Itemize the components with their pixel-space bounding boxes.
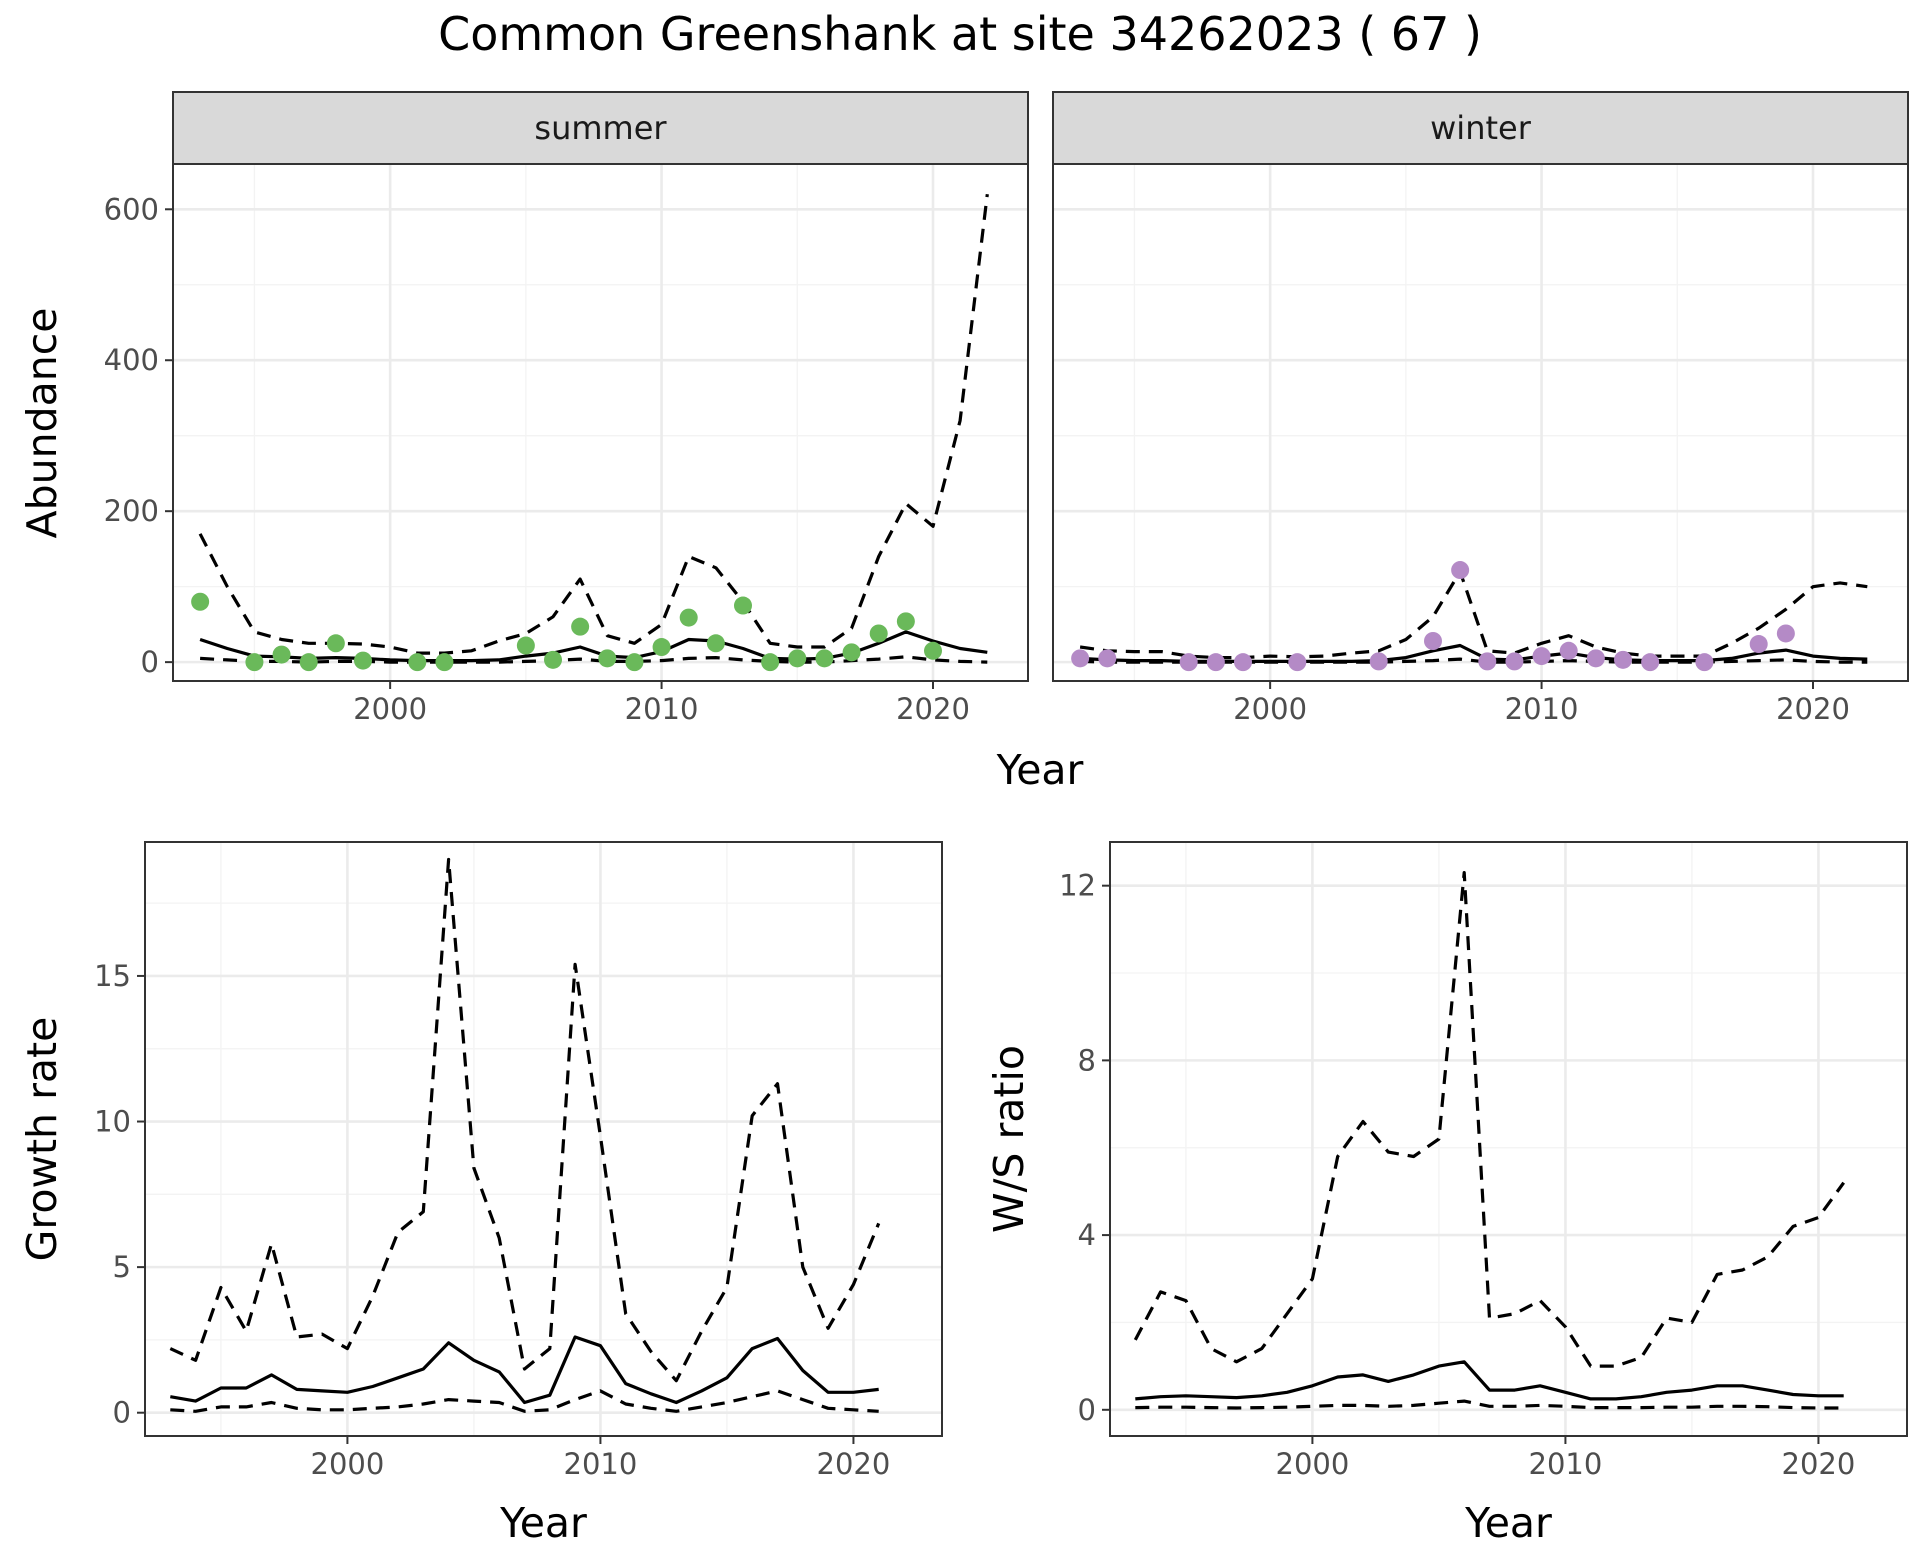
- x-tick-label: 2020: [896, 692, 970, 726]
- observed-point: [354, 651, 372, 670]
- mean-line: [170, 1335, 879, 1405]
- observed-point: [1206, 653, 1225, 672]
- abundance-x-axis-title: Year: [996, 746, 1084, 794]
- observed-point: [625, 653, 644, 672]
- facet-strip: [172, 91, 1029, 165]
- upper-ci-line: [169, 857, 881, 1383]
- observed-point: [1776, 624, 1795, 643]
- y-tick-label: 12: [1059, 869, 1096, 903]
- observed-point: [706, 634, 725, 653]
- panel-border: [144, 841, 943, 1437]
- y-tick-label: 0: [1078, 1393, 1096, 1427]
- lower-ci-line: [1080, 657, 1868, 664]
- growth-rate-panel: 2000 2010 2020 0 5 10 15: [94, 841, 943, 1481]
- series-group: [169, 857, 881, 1413]
- observed-point: [1071, 649, 1090, 668]
- observed-point: [272, 645, 291, 664]
- observed-point: [435, 653, 454, 672]
- observed-point: [408, 653, 427, 672]
- observed-point: [1288, 653, 1307, 672]
- lower-ci-line: [1135, 1399, 1844, 1410]
- observed-point: [1424, 631, 1442, 650]
- observed-point: [761, 653, 780, 672]
- x-tick-label: 2010: [1529, 1447, 1603, 1481]
- facet-strip: [1052, 91, 1909, 165]
- observed-point: [1179, 653, 1198, 672]
- observed-point: [1532, 647, 1551, 666]
- observed-point: [815, 649, 834, 668]
- y-tick-label: 15: [94, 959, 131, 993]
- observed-point: [516, 636, 535, 655]
- ws-ratio-x-axis-title: Year: [1464, 1499, 1552, 1547]
- observed-point: [842, 643, 861, 662]
- upper-ci-line: [1079, 569, 1868, 660]
- y-tick-label: 10: [94, 1105, 131, 1139]
- x-tick-label: 2020: [1782, 1447, 1856, 1481]
- y-tick-label: 600: [104, 192, 159, 226]
- observed-point: [326, 634, 345, 653]
- x-tick-label: 2010: [625, 692, 699, 726]
- lower-ci-line: [170, 1389, 879, 1413]
- x-tick-label: 2000: [1233, 692, 1307, 726]
- observed-point: [299, 653, 318, 672]
- ws-ratio-panel: 2000 2010 2020 0 4 8 12: [1059, 841, 1908, 1481]
- observed-point: [1614, 650, 1632, 669]
- observed-point: [191, 592, 210, 611]
- facet-strip-label: summer: [534, 109, 667, 147]
- abundance-y-axis-title: Abundance: [18, 308, 66, 539]
- observed-point: [924, 641, 942, 660]
- abundance-panel-winter: 2000 2010 2020 winter: [1052, 91, 1909, 726]
- abundance-panel-summer: 2000 2010 2020 0 200 400 600 summer: [104, 91, 1029, 726]
- observed-point: [734, 596, 752, 615]
- observed-point: [1505, 652, 1524, 671]
- x-tick-label: 2000: [311, 1447, 385, 1481]
- observed-point: [245, 653, 264, 672]
- growth-rate-y-axis-title: Growth rate: [18, 1017, 66, 1262]
- observed-point: [1749, 635, 1768, 654]
- growth-rate-x-axis-title: Year: [499, 1499, 587, 1547]
- x-tick-label: 2000: [1276, 1447, 1350, 1481]
- observed-point: [598, 649, 617, 668]
- series-group: [191, 194, 989, 672]
- observed-point: [788, 649, 807, 668]
- lower-ci-line: [200, 655, 988, 664]
- y-tick-label: 4: [1078, 1218, 1096, 1252]
- observed-point: [652, 638, 671, 657]
- series-group: [1133, 870, 1845, 1410]
- x-tick-label: 2010: [1505, 692, 1579, 726]
- series-group: [1071, 561, 1868, 672]
- y-tick-label: 0: [113, 1396, 131, 1430]
- observed-point: [571, 617, 590, 636]
- y-tick-label: 5: [113, 1250, 131, 1284]
- panel-border: [1109, 841, 1908, 1437]
- ws-ratio-y-axis-title: W/S ratio: [985, 1045, 1033, 1233]
- observed-point: [896, 612, 915, 631]
- observed-point: [544, 650, 562, 669]
- observed-point: [679, 608, 698, 627]
- observed-point: [1559, 641, 1578, 660]
- x-tick-label: 2000: [353, 692, 427, 726]
- y-tick-label: 0: [141, 645, 159, 679]
- y-tick-label: 400: [104, 343, 159, 377]
- observed-point: [1234, 653, 1252, 672]
- chart-title: Common Greenshank at site 34262023 ( 67 …: [438, 7, 1482, 61]
- y-tick-label: 200: [104, 494, 159, 528]
- observed-point: [1478, 652, 1497, 671]
- y-tick-label: 8: [1078, 1043, 1096, 1077]
- observed-point: [1586, 649, 1605, 668]
- facet-strip-label: winter: [1430, 109, 1532, 147]
- observed-point: [869, 624, 888, 643]
- observed-point: [1451, 561, 1470, 580]
- x-tick-label: 2020: [1776, 692, 1850, 726]
- mean-line: [1135, 1360, 1844, 1401]
- observed-point: [1641, 653, 1660, 672]
- observed-point: [1695, 653, 1714, 672]
- x-tick-label: 2020: [817, 1447, 891, 1481]
- observed-point: [1098, 649, 1117, 668]
- observed-point: [1369, 652, 1388, 671]
- x-tick-label: 2010: [564, 1447, 638, 1481]
